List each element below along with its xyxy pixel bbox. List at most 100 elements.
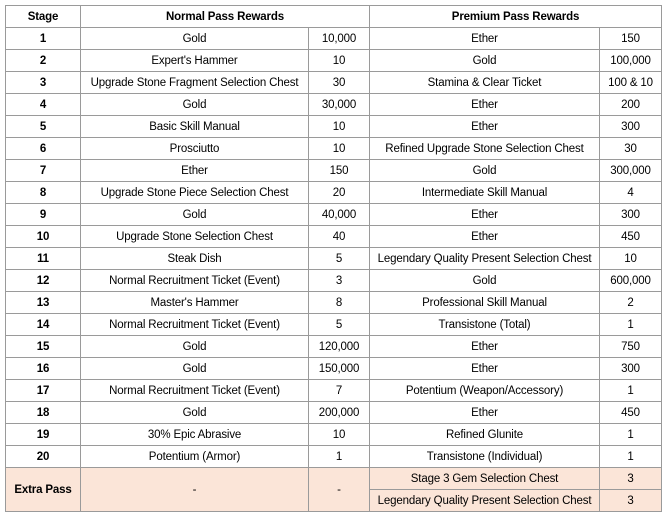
table-cell: Gold: [80, 203, 309, 226]
table-row: 9 Gold 40,000 Ether 300: [5, 203, 662, 226]
table-row: 7 Ether 150 Gold 300,000: [5, 159, 662, 182]
table-cell: 1: [599, 379, 662, 402]
table-cell: 200: [599, 93, 662, 116]
extra-premium-qty: 3: [599, 467, 662, 490]
table-cell: Upgrade Stone Fragment Selection Chest: [80, 71, 309, 94]
table-cell: Gold: [369, 159, 600, 182]
table-cell: Ether: [369, 357, 600, 380]
table-cell: 1: [308, 445, 370, 468]
stage-cell: 5: [5, 115, 81, 138]
table-row: 14 Normal Recruitment Ticket (Event) 5 Tran…: [5, 313, 662, 336]
stage-cell: 15: [5, 335, 81, 358]
table-cell: Stamina & Clear Ticket: [369, 71, 600, 94]
table-cell: 2: [599, 291, 662, 314]
stage-cell: 18: [5, 401, 81, 424]
table-cell: Gold: [80, 93, 309, 116]
table-row: 1 Gold 10,000 Ether 150: [5, 27, 662, 50]
table-cell: 300: [599, 203, 662, 226]
table-cell: 30: [599, 137, 662, 160]
table-row: 15 Gold 120,000 Ether 750: [5, 335, 662, 358]
stage-cell: 17: [5, 379, 81, 402]
table-cell: 8: [308, 291, 370, 314]
table-cell: 100,000: [599, 49, 662, 72]
extra-normal-item: -: [80, 467, 309, 512]
table-cell: Gold: [80, 27, 309, 50]
table-cell: 600,000: [599, 269, 662, 292]
header-cell: Stage: [5, 5, 81, 28]
table-cell: 150,000: [308, 357, 370, 380]
table-cell: Ether: [80, 159, 309, 182]
table-cell: 300,000: [599, 159, 662, 182]
table-cell: Normal Recruitment Ticket (Event): [80, 313, 309, 336]
stage-cell: 10: [5, 225, 81, 248]
table-cell: 120,000: [308, 335, 370, 358]
stage-cell: 13: [5, 291, 81, 314]
table-cell: Gold: [80, 357, 309, 380]
table-cell: Refined Glunite: [369, 423, 600, 446]
table-cell: 10: [308, 115, 370, 138]
table-cell: Gold: [369, 269, 600, 292]
table-cell: Master's Hammer: [80, 291, 309, 314]
table-cell: 40: [308, 225, 370, 248]
table-row: 3 Upgrade Stone Fragment Selection Chest 3…: [5, 71, 662, 94]
table-header: Stage Normal Pass Rewards Premium Pass R…: [5, 5, 662, 28]
table-cell: 5: [308, 313, 370, 336]
table-cell: Basic Skill Manual: [80, 115, 309, 138]
table-cell: 200,000: [308, 401, 370, 424]
table-cell: Ether: [369, 115, 600, 138]
table-row: 5 Basic Skill Manual 10 Ether 300: [5, 115, 662, 138]
table-cell: 4: [599, 181, 662, 204]
table-cell: Normal Recruitment Ticket (Event): [80, 379, 309, 402]
table-cell: 30% Epic Abrasive: [80, 423, 309, 446]
table-row: 17 Normal Recruitment Ticket (Event) 7 Pote…: [5, 379, 662, 402]
stage-cell: 19: [5, 423, 81, 446]
table-row: 20 Potentium (Armor) 1 Transistone (Individ…: [5, 445, 662, 468]
table-row: 16 Gold 150,000 Ether 300: [5, 357, 662, 380]
stage-cell: 14: [5, 313, 81, 336]
table-cell: Ether: [369, 93, 600, 116]
table-cell: Ether: [369, 225, 600, 248]
table-cell: Steak Dish: [80, 247, 309, 270]
table-cell: Ether: [369, 401, 600, 424]
table-cell: 150: [308, 159, 370, 182]
table-row: 12 Normal Recruitment Ticket (Event) 3 Gold…: [5, 269, 662, 292]
table-cell: Transistone (Individual): [369, 445, 600, 468]
table-cell: 40,000: [308, 203, 370, 226]
stage-cell: 6: [5, 137, 81, 160]
table-row: 4 Gold 30,000 Ether 200: [5, 93, 662, 116]
table-row: 11 Steak Dish 5 Legendary Quality Present S…: [5, 247, 662, 270]
stage-cell: 7: [5, 159, 81, 182]
table-row: 8 Upgrade Stone Piece Selection Chest 20 In…: [5, 181, 662, 204]
table-cell: 300: [599, 115, 662, 138]
stage-cell: 8: [5, 181, 81, 204]
stage-cell: 9: [5, 203, 81, 226]
table-cell: 450: [599, 401, 662, 424]
table-cell: 30: [308, 71, 370, 94]
table-cell: Gold: [369, 49, 600, 72]
table-cell: 100 & 10: [599, 71, 662, 94]
extra-row: Legendary Quality Present Selection Ches…: [6, 489, 662, 512]
table-cell: Expert's Hammer: [80, 49, 309, 72]
extra-premium-qty: 3: [599, 489, 662, 512]
table-cell: Transistone (Total): [369, 313, 600, 336]
table-cell: 5: [308, 247, 370, 270]
stage-cell: 12: [5, 269, 81, 292]
table-cell: 1: [599, 445, 662, 468]
stage-cell: 2: [5, 49, 81, 72]
table-cell: 10: [308, 49, 370, 72]
table-cell: Legendary Quality Present Selection Ches…: [369, 247, 600, 270]
table-cell: 300: [599, 357, 662, 380]
table-cell: Normal Recruitment Ticket (Event): [80, 269, 309, 292]
table-row: 13 Master's Hammer 8 Professional Skill Man…: [5, 291, 662, 314]
table-cell: Refined Upgrade Stone Selection Chest: [369, 137, 600, 160]
header-cell: Premium Pass Rewards: [369, 5, 662, 28]
table-cell: Prosciutto: [80, 137, 309, 160]
table-cell: 7: [308, 379, 370, 402]
table-cell: 3: [308, 269, 370, 292]
table-cell: Gold: [80, 401, 309, 424]
table-cell: 150: [599, 27, 662, 50]
extra-normal-qty: -: [308, 467, 370, 512]
table-cell: 1: [599, 423, 662, 446]
table-cell: 20: [308, 181, 370, 204]
table-cell: Upgrade Stone Piece Selection Chest: [80, 181, 309, 204]
